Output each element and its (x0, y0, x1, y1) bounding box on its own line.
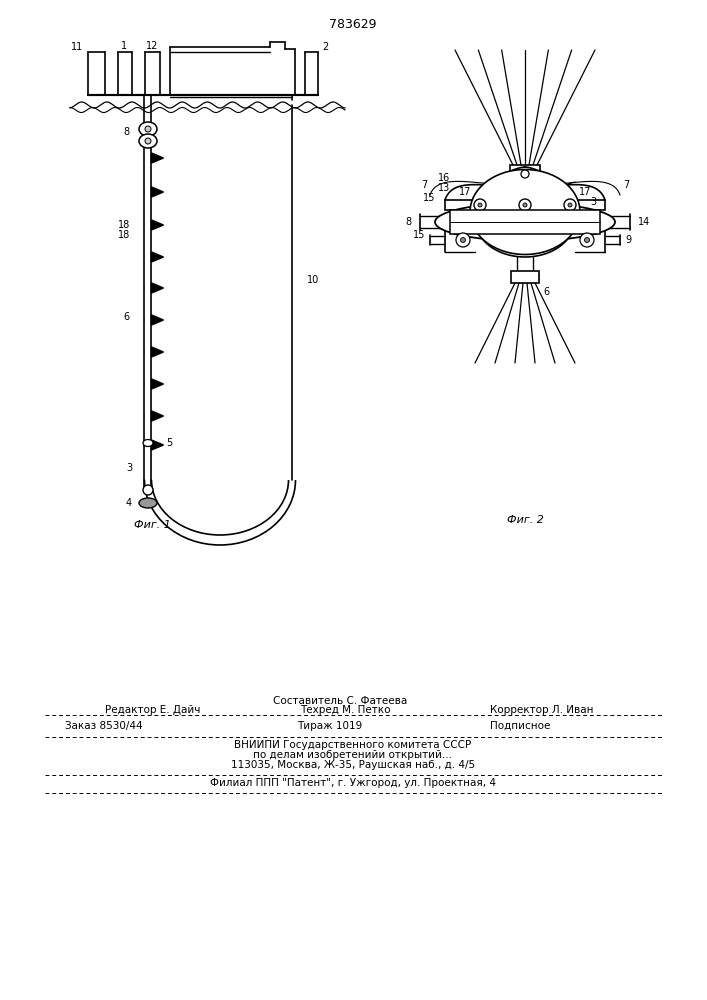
Text: 7: 7 (623, 180, 629, 190)
Text: 7: 7 (421, 180, 427, 190)
Text: 15: 15 (413, 230, 425, 240)
Circle shape (460, 237, 465, 242)
Text: 14: 14 (638, 217, 650, 227)
Text: 18: 18 (118, 220, 130, 230)
Circle shape (521, 170, 529, 178)
Polygon shape (151, 220, 163, 230)
Text: 11: 11 (71, 42, 83, 52)
Text: 13: 13 (438, 183, 450, 193)
Text: Филиал ППП "Патент", г. Ужгород, ул. Проектная, 4: Филиал ППП "Патент", г. Ужгород, ул. Про… (210, 778, 496, 788)
Text: 6: 6 (124, 312, 130, 322)
Text: 2: 2 (322, 42, 328, 52)
Ellipse shape (470, 169, 580, 254)
Text: 8: 8 (124, 127, 130, 137)
Text: 16: 16 (438, 173, 450, 183)
Ellipse shape (139, 122, 157, 136)
Ellipse shape (139, 498, 157, 508)
Text: 6: 6 (543, 287, 549, 297)
Text: Фиг. 2: Фиг. 2 (506, 515, 544, 525)
Circle shape (456, 233, 470, 247)
Circle shape (568, 203, 572, 207)
Polygon shape (151, 440, 163, 450)
Text: Редактор Е. Дайч: Редактор Е. Дайч (105, 705, 200, 715)
Text: Заказ 8530/44: Заказ 8530/44 (65, 721, 143, 731)
Bar (511, 271, 539, 283)
Polygon shape (151, 153, 163, 163)
Circle shape (580, 233, 594, 247)
Bar (445, 200, 605, 210)
Text: 9: 9 (625, 235, 631, 245)
Text: Корректор Л. Иван: Корректор Л. Иван (490, 705, 593, 715)
Polygon shape (151, 187, 163, 197)
Text: ВНИИПИ Государственного комитета СССР: ВНИИПИ Государственного комитета СССР (235, 740, 472, 750)
Text: 113035, Москва, Ж-35, Раушская наб., д. 4/5: 113035, Москва, Ж-35, Раушская наб., д. … (231, 760, 475, 770)
Text: 19: 19 (507, 187, 519, 197)
Circle shape (519, 199, 531, 211)
Circle shape (478, 203, 482, 207)
Text: по делам изобретенийи открытий...: по делам изобретенийи открытий... (254, 750, 452, 760)
Circle shape (474, 199, 486, 211)
Text: Составитель С. Фатеева: Составитель С. Фатеева (273, 696, 407, 706)
Text: 10: 10 (307, 275, 320, 285)
Text: 18: 18 (118, 230, 130, 240)
Ellipse shape (143, 440, 153, 446)
Text: 5: 5 (166, 438, 173, 448)
Text: Тираж 1019: Тираж 1019 (298, 721, 363, 731)
Polygon shape (151, 347, 163, 357)
Ellipse shape (139, 134, 157, 148)
Polygon shape (151, 411, 163, 421)
Polygon shape (151, 252, 163, 262)
Text: Фиг. 1: Фиг. 1 (134, 520, 170, 530)
Text: 15: 15 (423, 193, 435, 203)
Circle shape (143, 485, 153, 495)
Circle shape (145, 126, 151, 132)
Text: 4: 4 (126, 498, 132, 508)
Circle shape (523, 203, 527, 207)
Polygon shape (151, 315, 163, 325)
Polygon shape (151, 379, 163, 389)
Ellipse shape (435, 203, 615, 241)
Polygon shape (151, 283, 163, 293)
Text: 8: 8 (406, 217, 412, 227)
Text: 3: 3 (590, 197, 596, 207)
Circle shape (585, 237, 590, 242)
Text: 17: 17 (579, 187, 591, 197)
Circle shape (145, 138, 151, 144)
Text: Техред М. Петко: Техред М. Петко (300, 705, 390, 715)
Text: 3: 3 (126, 463, 132, 473)
Text: 12: 12 (146, 41, 158, 51)
Text: 17: 17 (459, 187, 471, 197)
Text: Подписное: Подписное (490, 721, 550, 731)
Bar (450, 210, 600, 234)
Bar (510, 165, 540, 177)
Circle shape (564, 199, 576, 211)
Text: 1: 1 (121, 41, 127, 51)
Text: 783629: 783629 (329, 18, 377, 31)
